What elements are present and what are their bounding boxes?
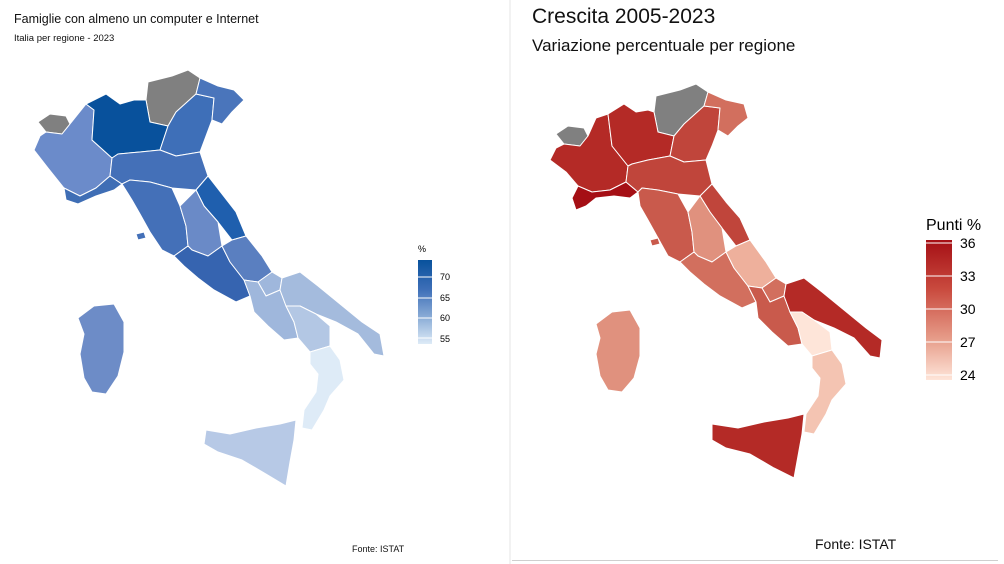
bottom-rule: [512, 560, 998, 561]
left-italy-map: % 70 65 60 55: [33, 69, 450, 487]
right-legend-tick-24: 24: [960, 367, 976, 383]
right-legend-title: Punti %: [926, 217, 981, 234]
region-friuli: [195, 77, 245, 125]
region-sardegna: [595, 309, 641, 393]
right-map-subtitle: Variazione percentuale per regione: [532, 36, 796, 55]
right-map-title: Crescita 2005-2023: [532, 5, 716, 28]
right-legend-tick-33: 33: [960, 268, 976, 284]
region-sicilia: [203, 419, 297, 487]
right-legend-tick-36: 36: [960, 235, 976, 251]
region-emilia: [625, 155, 713, 197]
left-map-title: Famiglie con almeno un computer e Intern…: [14, 12, 259, 26]
left-legend-tick-60: 60: [440, 313, 450, 323]
region-liguria: [571, 181, 639, 211]
right-legend-colorbar: [926, 240, 952, 380]
left-legend-tick-70: 70: [440, 272, 450, 282]
left-legend-tick-55: 55: [440, 334, 450, 344]
right-italy-map: Punti % 36 33 30 27 24: [549, 83, 981, 479]
right-legend-tick-27: 27: [960, 334, 976, 350]
island-elba: [135, 231, 147, 241]
right-map-panel: Crescita 2005-2023 Variazione percentual…: [512, 0, 1004, 564]
region-sardegna: [77, 303, 125, 395]
left-map-panel: Famiglie con almeno un computer e Intern…: [14, 12, 451, 554]
region-calabria: [803, 349, 847, 435]
left-map-source: Fonte: ISTAT: [352, 544, 405, 554]
region-sicilia: [711, 413, 805, 479]
left-legend-tick-65: 65: [440, 293, 450, 303]
region-friuli: [703, 91, 749, 137]
left-map-subtitle: Italia per regione - 2023: [14, 33, 115, 44]
region-toscana: [121, 179, 189, 257]
left-legend-title: %: [418, 244, 426, 254]
right-legend-tick-30: 30: [960, 301, 976, 317]
left-legend-colorbar: [418, 260, 432, 344]
region-liguria: [63, 175, 123, 205]
right-map-source: Fonte: ISTAT: [815, 536, 897, 552]
panel-divider: [509, 0, 511, 564]
region-calabria: [301, 345, 345, 431]
island-elba: [649, 237, 661, 247]
region-toscana: [637, 187, 695, 263]
